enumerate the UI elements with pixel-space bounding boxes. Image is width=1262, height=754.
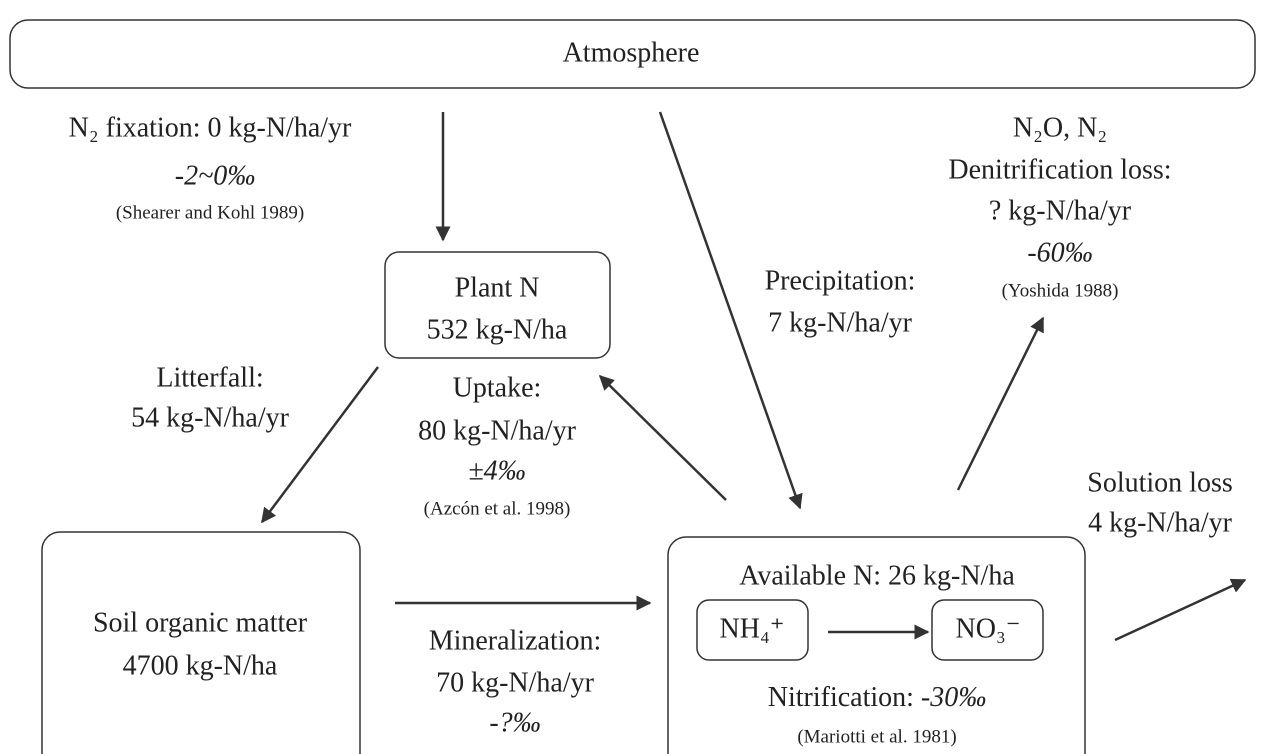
atmosphere-box: [9, 19, 1256, 89]
denitrification-isotope: -60‰: [1027, 237, 1092, 268]
litterfall-label: Litterfall:: [156, 362, 263, 393]
available-box: [667, 536, 1086, 754]
solution-loss-label: Solution loss: [1087, 467, 1232, 498]
precipitation-rate: 7 kg-N/ha/yr: [768, 307, 913, 338]
denitrification-label: Denitrification loss:: [948, 154, 1171, 185]
uptake-arrow: [598, 374, 727, 501]
uptake-reference: (Azcón et al. 1998): [424, 498, 571, 519]
available-name: Available N: 26 kg-N/ha: [739, 560, 1015, 591]
atmosphere-label: Atmosphere: [563, 37, 700, 68]
plant-name: Plant N: [455, 272, 540, 303]
soil-box: [41, 531, 361, 754]
denitrification-gases: N₂O, N₂: [1013, 112, 1107, 143]
solution-loss-rate: 4 kg-N/ha/yr: [1088, 507, 1233, 538]
mineralization-label: Mineralization:: [429, 625, 602, 656]
denitrification-arrow: [956, 316, 1045, 491]
precipitation-arrow: [658, 111, 803, 510]
denitrification-reference: (Yoshida 1988): [1002, 280, 1119, 301]
nh4-box: [696, 599, 809, 661]
mineralization-isotope: -?‰: [489, 707, 540, 738]
soil-name: Soil organic matter: [93, 607, 308, 638]
soil-amount: 4700 kg-N/ha: [123, 650, 278, 681]
litterfall-rate: 54 kg-N/ha/yr: [131, 402, 290, 433]
uptake-label: Uptake:: [453, 372, 542, 403]
precipitation-label: Precipitation:: [765, 265, 916, 296]
denitrification-rate: ? kg-N/ha/yr: [989, 195, 1132, 226]
fixation-isotope: -2~0‰: [175, 160, 255, 191]
nitrification-reference: (Mariotti et al. 1981): [797, 726, 956, 747]
mineralization-rate: 70 kg-N/ha/yr: [436, 667, 595, 698]
litterfall-arrow: [260, 366, 380, 524]
nh4-label: NH₄⁺: [720, 613, 785, 644]
uptake-rate: 80 kg-N/ha/yr: [418, 415, 577, 446]
nitrification-label: Nitrification:: [768, 682, 921, 713]
fixation-label: N₂ fixation: 0 kg-N/ha/yr: [69, 112, 352, 143]
plant-amount: 532 kg-N/ha: [427, 314, 568, 345]
no3-label: NO₃⁻: [956, 613, 1021, 644]
nitrification-isotope: -30‰: [921, 682, 986, 713]
solution-loss-arrow: [1114, 578, 1247, 642]
fixation-reference: (Shearer and Kohl 1989): [116, 202, 304, 223]
plant-box: [384, 251, 611, 359]
no3-box: [931, 599, 1044, 661]
uptake-isotope: ±4‰: [468, 455, 525, 486]
nitrification-text: Nitrification: -30‰: [768, 682, 987, 713]
